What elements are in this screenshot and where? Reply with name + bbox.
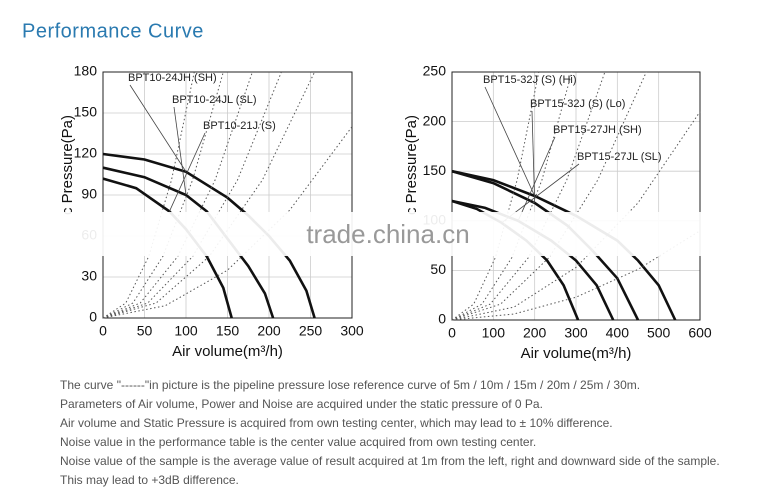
- y-tick-label: 180: [74, 63, 98, 79]
- leader-line: [484, 86, 536, 197]
- curve-label: BPT10-21J (S): [203, 120, 276, 132]
- note-line: This may lead to +3dB difference.: [60, 473, 239, 487]
- x-tick-label: 0: [448, 325, 456, 341]
- note-line: Noise value in the performance table is …: [60, 435, 536, 449]
- x-tick-label: 300: [340, 323, 364, 339]
- y-tick-label: 50: [430, 261, 446, 277]
- curve-label: BPT10-24JH (SH): [128, 72, 217, 84]
- note-line: The curve "------"in picture is the pipe…: [60, 378, 640, 392]
- x-tick-label: 300: [564, 325, 588, 341]
- leader-line: [173, 106, 187, 196]
- curve-label: BPT15-27JL (SL): [577, 151, 662, 163]
- y-tick-label: 30: [81, 268, 97, 284]
- leader-line: [169, 132, 206, 212]
- notes: The curve "------"in picture is the pipe…: [60, 378, 720, 487]
- note-line: Parameters of Air volume, Power and Nois…: [60, 397, 543, 411]
- watermark: trade.china.cn: [306, 219, 469, 249]
- y-tick-label: 200: [423, 112, 447, 128]
- reference-curve: [451, 111, 701, 321]
- y-axis-label: c Pressure(Pa): [59, 115, 76, 215]
- y-tick-label: 150: [423, 162, 447, 178]
- leader-line: [531, 110, 536, 203]
- curve-label: BPT10-24JL (SL): [172, 94, 257, 106]
- reference-curve: [102, 71, 316, 319]
- x-tick-label: 200: [523, 325, 547, 341]
- x-tick-label: 600: [688, 325, 712, 341]
- y-tick-label: 120: [74, 145, 98, 161]
- note-line: Noise value of the sample is the average…: [60, 454, 720, 468]
- x-axis-label: Air volume(m³/h): [172, 343, 283, 360]
- x-tick-label: 200: [257, 323, 281, 339]
- y-axis-label: c Pressure(Pa): [403, 115, 420, 215]
- y-tick-label: 0: [89, 309, 97, 325]
- plot-frame: [102, 71, 353, 319]
- leader-line: [129, 84, 187, 172]
- page-title: Performance Curve: [22, 20, 204, 42]
- curve-label: BPT15-32J (S) (Hi): [483, 74, 577, 86]
- y-tick-label: 150: [74, 104, 98, 120]
- x-tick-label: 400: [606, 325, 630, 341]
- reference-curve: [451, 71, 647, 321]
- x-tick-label: 50: [137, 323, 153, 339]
- x-tick-label: 100: [482, 325, 506, 341]
- watermark-band: [40, 212, 740, 256]
- x-tick-label: 500: [647, 325, 671, 341]
- y-tick-label: 0: [438, 311, 446, 327]
- reference-curve: [451, 71, 573, 321]
- y-tick-label: 90: [81, 186, 97, 202]
- leader-line: [517, 136, 556, 221]
- reference-curve: [102, 71, 224, 319]
- x-tick-label: 250: [299, 323, 323, 339]
- x-tick-label: 0: [99, 323, 107, 339]
- x-tick-label: 150: [216, 323, 240, 339]
- plot-frame: [451, 71, 701, 321]
- x-tick-label: 100: [174, 323, 198, 339]
- reference-curve: [102, 126, 353, 319]
- y-tick-label: 250: [423, 63, 447, 79]
- x-axis-label: Air volume(m³/h): [521, 345, 632, 362]
- curve-label: BPT15-27JH (SH): [553, 124, 642, 136]
- curve-label: BPT15-32J (S) (Lo): [530, 98, 625, 110]
- note-line: Air volume and Static Pressure is acquir…: [60, 416, 613, 430]
